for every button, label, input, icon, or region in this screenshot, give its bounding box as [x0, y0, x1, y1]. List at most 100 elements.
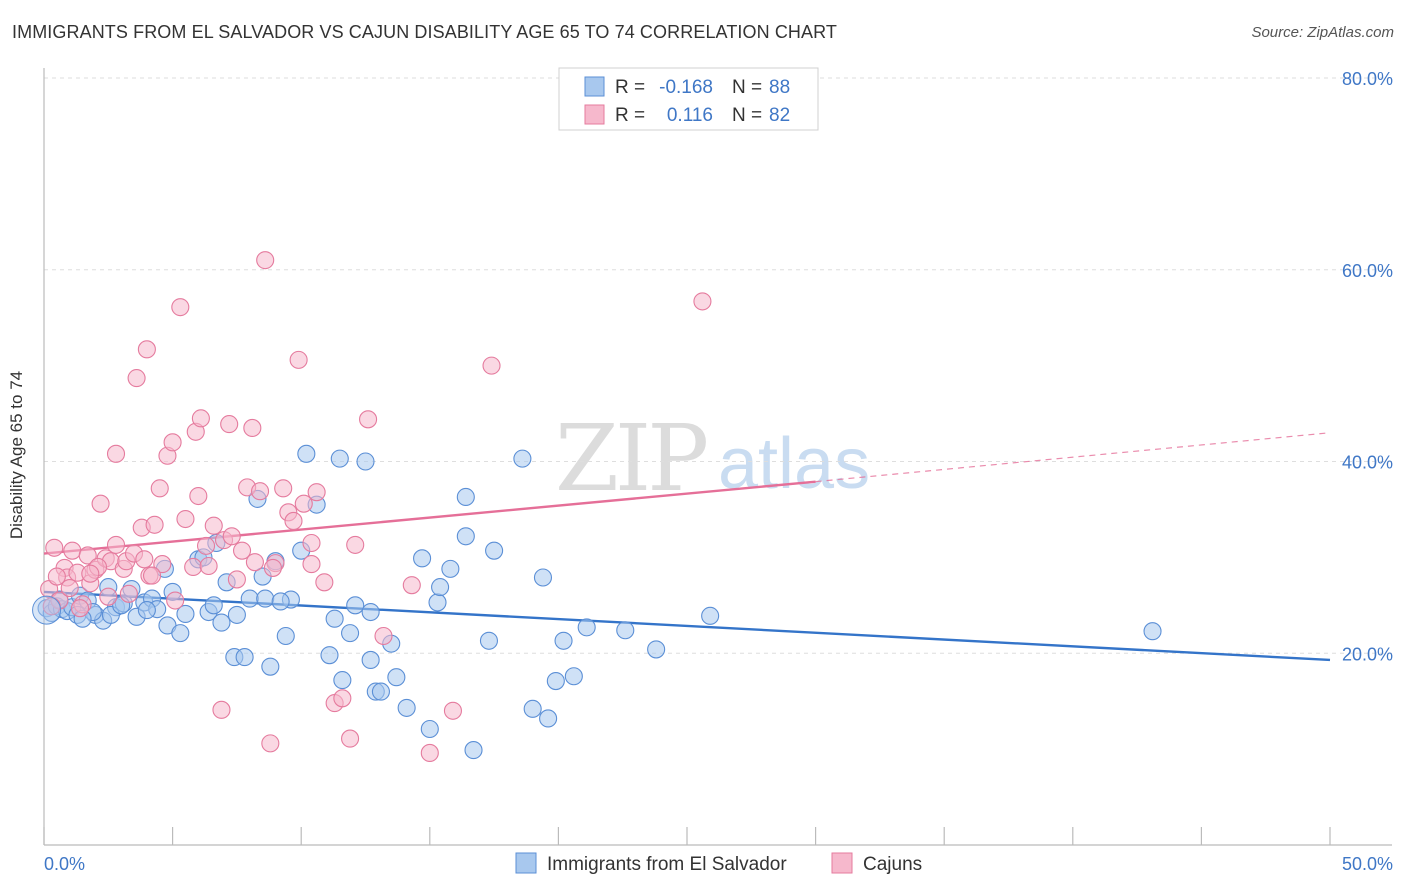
point-el-salvador: [647, 640, 666, 659]
y-tick-label: 20.0%: [1342, 644, 1393, 664]
point-cajuns: [227, 570, 246, 589]
y-tick-label: 40.0%: [1342, 453, 1393, 473]
watermark-atlas: atlas: [718, 424, 870, 504]
legend-swatch: [584, 76, 605, 97]
point-cajuns: [420, 743, 439, 763]
point-cajuns: [78, 546, 97, 565]
point-cajuns: [482, 356, 501, 375]
point-cajuns: [199, 556, 218, 576]
point-cajuns: [135, 550, 154, 569]
point-cajuns: [189, 486, 208, 506]
point-cajuns: [150, 479, 169, 498]
point-cajuns: [250, 482, 270, 501]
point-el-salvador: [32, 595, 62, 625]
point-el-salvador: [297, 444, 316, 463]
point-cajuns: [243, 418, 262, 437]
legend-n-label: N =: [732, 77, 762, 98]
point-cajuns: [106, 444, 126, 463]
point-cajuns: [145, 515, 164, 534]
point-cajuns: [245, 553, 264, 572]
point-el-salvador: [441, 559, 460, 578]
bottom-legend-label: Immigrants from El Salvador: [547, 854, 787, 875]
point-el-salvador: [456, 527, 475, 546]
point-cajuns: [106, 535, 126, 554]
axes: [43, 68, 1392, 846]
point-el-salvador: [533, 568, 553, 587]
point-cajuns: [163, 433, 182, 452]
point-cajuns: [302, 555, 321, 574]
legend-r-value: 0.116: [667, 105, 713, 126]
point-el-salvador: [464, 741, 483, 760]
point-cajuns: [261, 734, 280, 753]
chart-title: IMMIGRANTS FROM EL SALVADOR VS CAJUN DIS…: [12, 22, 837, 42]
point-el-salvador: [171, 624, 190, 643]
y-tick-label: 60.0%: [1342, 261, 1393, 281]
point-el-salvador: [333, 671, 352, 690]
point-cajuns: [284, 511, 303, 530]
point-cajuns: [191, 409, 210, 428]
x-tick-label: 0.0%: [44, 854, 85, 874]
trend-cajuns-extension: [815, 432, 1331, 483]
point-el-salvador: [235, 648, 254, 667]
point-el-salvador: [479, 631, 499, 650]
point-cajuns: [302, 533, 321, 553]
point-el-salvador: [271, 592, 290, 611]
point-el-salvador: [428, 593, 447, 612]
source-credit: Source: ZipAtlas.com: [1251, 24, 1394, 41]
point-el-salvador: [431, 578, 450, 597]
point-el-salvador: [176, 604, 195, 623]
point-cajuns: [176, 509, 195, 529]
point-cajuns: [119, 584, 138, 603]
point-el-salvador: [361, 602, 380, 622]
point-el-salvador: [413, 549, 432, 568]
point-el-salvador: [564, 667, 583, 686]
point-el-salvador: [456, 487, 475, 507]
point-cajuns: [63, 541, 82, 560]
point-el-salvador: [204, 596, 223, 615]
correlation-legend: R = -0.168 N = 88 R = 0.116 N = 82: [558, 67, 819, 131]
data-points: [32, 251, 1162, 763]
point-cajuns: [60, 579, 79, 598]
point-el-salvador: [256, 589, 275, 608]
point-el-salvador: [137, 601, 156, 620]
point-el-salvador: [361, 650, 380, 670]
point-el-salvador: [341, 624, 360, 643]
point-el-salvador: [485, 541, 504, 560]
legend-n-value: 82: [769, 105, 790, 126]
bottom-legend: Immigrants from El Salvador Cajuns: [515, 852, 922, 875]
point-cajuns: [232, 541, 252, 560]
bottom-legend-label: Cajuns: [863, 854, 922, 875]
point-cajuns: [333, 689, 352, 708]
point-cajuns: [402, 576, 421, 595]
point-cajuns: [220, 415, 239, 434]
trend-cajuns: [43, 480, 816, 555]
legend-swatch: [584, 104, 605, 125]
point-el-salvador: [546, 672, 565, 691]
point-cajuns: [196, 536, 216, 555]
point-cajuns: [47, 567, 66, 586]
point-cajuns: [99, 587, 118, 606]
point-cajuns: [307, 483, 326, 502]
point-el-salvador: [701, 606, 720, 625]
point-cajuns: [184, 557, 203, 577]
point-cajuns: [153, 555, 172, 574]
point-el-salvador: [261, 657, 280, 676]
point-el-salvador: [397, 698, 416, 717]
legend-r-value: -0.168: [659, 77, 713, 98]
point-el-salvador: [227, 605, 246, 624]
point-cajuns: [359, 410, 378, 429]
point-cajuns: [346, 535, 365, 554]
bottom-legend-swatch: [515, 852, 537, 874]
bottom-legend-swatch: [831, 852, 853, 874]
point-cajuns: [289, 350, 308, 369]
point-el-salvador: [276, 626, 295, 646]
point-el-salvador: [320, 646, 339, 665]
point-el-salvador: [371, 682, 390, 701]
x-tick-label: 50.0%: [1342, 854, 1393, 874]
point-cajuns: [222, 527, 241, 546]
point-cajuns: [70, 599, 90, 618]
point-el-salvador: [387, 668, 406, 687]
point-cajuns: [443, 701, 462, 720]
point-el-salvador: [523, 699, 542, 718]
